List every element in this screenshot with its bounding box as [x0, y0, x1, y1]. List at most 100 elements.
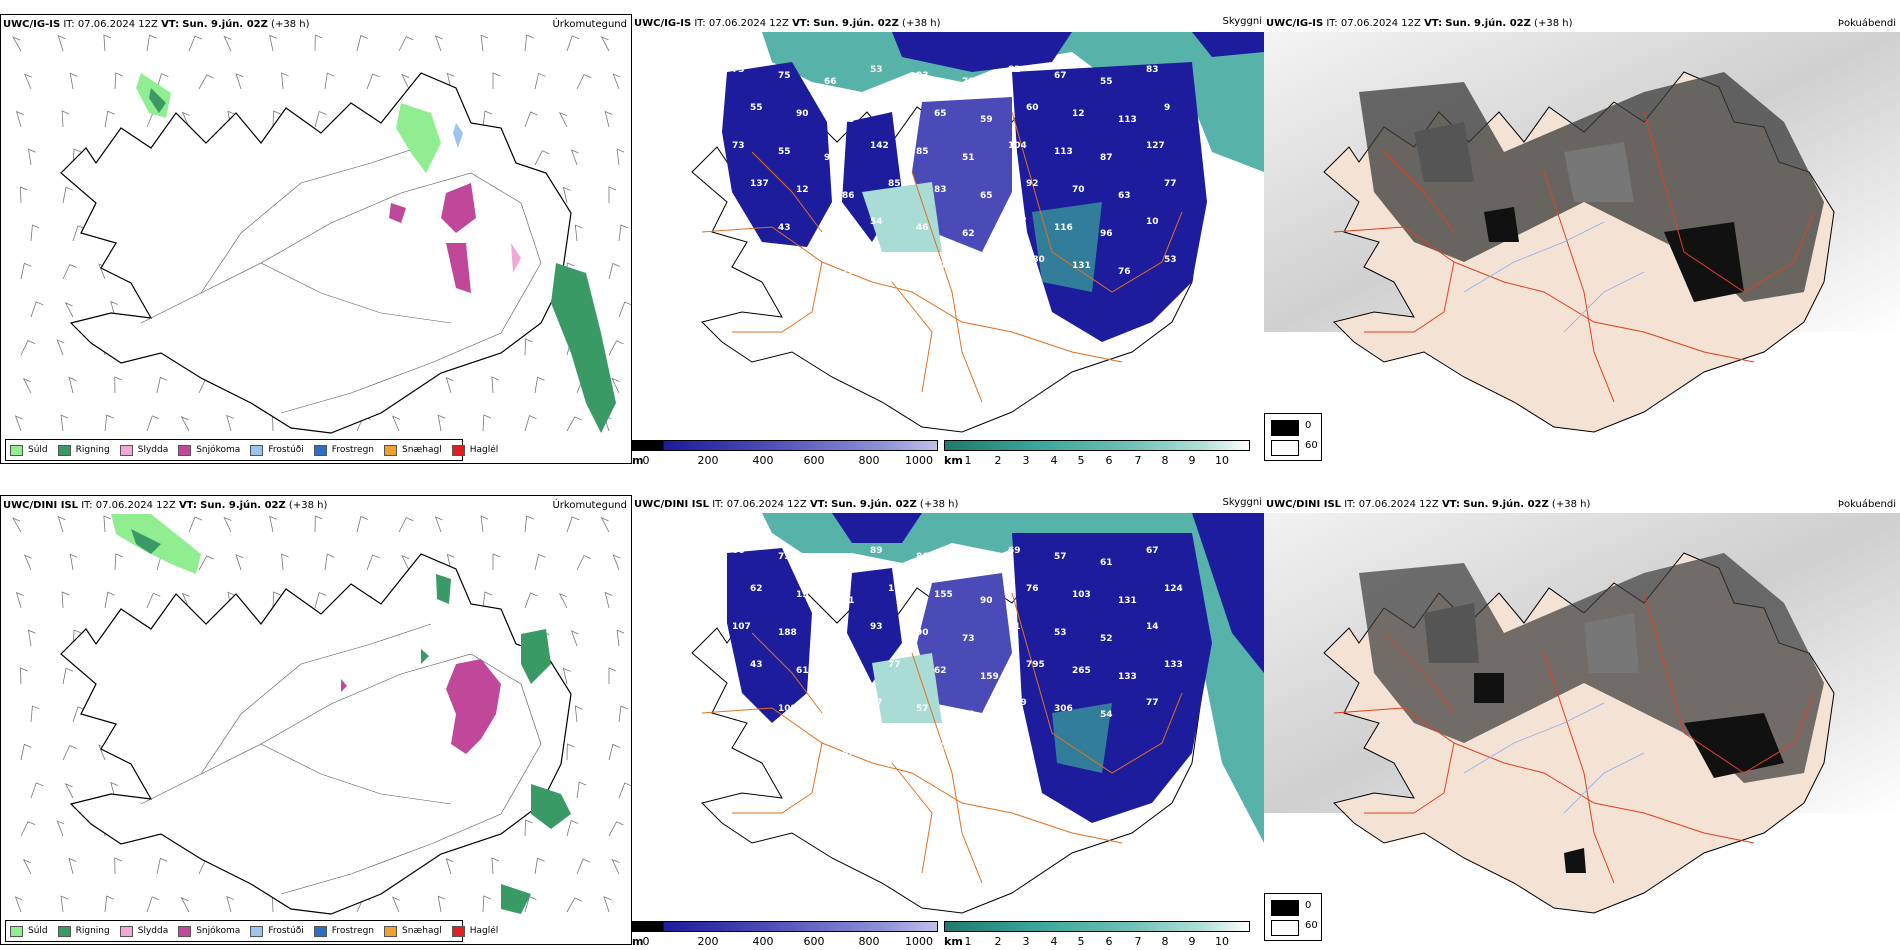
cloud-base-label: 87 [870, 698, 883, 708]
precip-map [12, 34, 631, 434]
roads [140, 142, 542, 414]
precip-legend: Súld Rigning Slydda Snjókoma Frostúði Fr… [5, 439, 498, 461]
legend-item-haglel: Haglél [451, 925, 498, 937]
cloud-base-label: 179 [934, 261, 953, 271]
cloud-base-label: 67 [1146, 546, 1159, 556]
precip-areas [111, 514, 571, 914]
cloud-base-label: 75 [778, 71, 791, 81]
cloud-base-label: 86 [842, 191, 855, 201]
cloud-base-label: 61 [1100, 558, 1113, 568]
legend-item-snjokoma: Snjókoma [178, 444, 240, 456]
cloud-base-label: 62 [750, 584, 763, 594]
cloud-base-label: 127 [1146, 141, 1165, 151]
panel-title: Úrkomutegund [552, 19, 627, 30]
cloud-base-label: 113 [1118, 115, 1137, 125]
panel-title: Skyggni [1222, 16, 1262, 27]
cloud-base-label: 103 [1072, 590, 1091, 600]
cloud-base-label: 53 [1054, 628, 1067, 638]
swatch [451, 444, 465, 456]
cloud-base-label: 67 [1054, 71, 1067, 81]
cloud-base-label: 83 [1146, 65, 1159, 75]
swatch [57, 444, 71, 456]
cloud-base-label: 51 [962, 153, 975, 163]
cloud-base-label: 107 [732, 622, 751, 632]
cloud-base-label: 280 [1026, 255, 1045, 265]
legend-item-frostregn: Frostregn [313, 444, 374, 456]
roads [701, 592, 1183, 884]
cloud-base-label: 85 [916, 147, 929, 157]
cloud-base-label: 57 [916, 704, 929, 714]
panel-header: UWC/IG-IS IT: 07.06.2024 12Z VT: Sun. 9.… [634, 18, 941, 29]
cloud-base-label: 56 [888, 103, 901, 113]
cloud-base-label: 73 [732, 217, 745, 227]
fog-swatch-dark [1271, 420, 1299, 436]
cloud-base-label: 155 [934, 590, 953, 600]
cloud-base-label: 306 [1054, 704, 1073, 714]
fog-map [1264, 32, 1900, 433]
fog-swatch-light [1271, 920, 1299, 936]
cloud-base-label: 63 [1118, 191, 1131, 201]
cloud-base-label: 66 [732, 546, 745, 556]
cloud-base-label: 265 [1072, 666, 1091, 676]
cloud-base-label: 90 [796, 109, 809, 119]
legend-item-snjokoma: Snjókoma [178, 925, 240, 937]
cloud-base-label: 222 [888, 255, 907, 265]
fog-panel-top: UWC/IG-IS IT: 07.06.2024 12Z VT: Sun. 9.… [1264, 14, 1900, 464]
swatch [178, 444, 192, 456]
panel-header: UWC/IG-IS IT: 07.06.2024 12Z VT: Sun. 9.… [1266, 18, 1573, 29]
cloud-base-label: 117 [1008, 217, 1027, 227]
cloud-base-label: 378 [750, 736, 769, 746]
legend-item-frostudi: Frostúði [250, 444, 304, 456]
precip-areas [136, 73, 616, 433]
cloud-base-label: 55 [778, 147, 791, 157]
swatch [178, 925, 192, 937]
cloud-base-label: 66 [824, 77, 837, 87]
cloud-base-label: 102 [934, 742, 953, 752]
swatch [10, 925, 23, 937]
cloud-base-label: 78 [824, 710, 837, 720]
cloud-base-label: 83 [934, 185, 947, 195]
precip-legend: Súld Rigning Slydda Snjókoma Frostúði Fr… [5, 920, 498, 942]
low-cloud-areas [722, 62, 1207, 342]
visibility-map: 73 75 66 53 83 79 82 67 55 83 55 90 95 56 65 59 60 12 113 9… [632, 32, 1264, 447]
cloud-base-label: 193 [980, 267, 999, 277]
legend-item-frostudi: Frostúði [250, 925, 304, 937]
cloud-base-label: 70 [1072, 185, 1085, 195]
precip-map [12, 514, 631, 915]
cloud-base-label: 131 [1072, 261, 1091, 271]
cloud-base-label: 73 [732, 65, 745, 75]
legend-item-snaehagl: Snæhagl [384, 925, 442, 937]
cloud-base-label: 95 [842, 115, 855, 125]
cloud-base-label: 85 [888, 179, 901, 189]
cloud-base-label: 795 [1026, 660, 1045, 670]
cloud-base-label: 61 [796, 666, 809, 676]
visibility-scale: km 1 2 3 4 5 6 7 8 9 10 [944, 440, 1262, 464]
cloud-base-label: 54 [1100, 710, 1113, 720]
cloud-base-label: 73 [962, 634, 975, 644]
panel-title: Þokuábendi [1837, 18, 1896, 29]
fog-shading [1359, 72, 1824, 302]
cloud-base-label: 188 [778, 628, 797, 638]
cloud-base-label: 77 [1164, 179, 1177, 189]
cloud-base-label: 94 [824, 153, 837, 163]
cloud-base-label: 54 [750, 255, 763, 265]
cloud-base-label: 45 [796, 261, 809, 271]
cloud-base-scale: m 0 200 400 600 800 1000 [632, 440, 942, 464]
cloud-base-label: 79 [962, 77, 975, 87]
cloud-base-label: 79 [842, 267, 855, 277]
cloud-base-label: 59 [842, 672, 855, 682]
cloud-base-label: 62 [934, 666, 947, 676]
fog-legend-bottom: 0 60 [1264, 893, 1322, 941]
cloud-base-label: 84 [962, 558, 975, 568]
cloud-base-label: 55 [824, 229, 837, 239]
cloud-base-label: 90 [916, 628, 929, 638]
cloud-base-label: 534 [888, 736, 907, 746]
legend-item-haglel: Haglél [451, 444, 498, 456]
cloud-base-label: 89 [870, 546, 883, 556]
cloud-base-label: 77 [888, 660, 901, 670]
cloud-base-labels: 73 75 66 53 83 79 82 67 55 83 55 90 95 56 65 59 60 12 113 9… [732, 65, 1177, 277]
cloud-base-label: 53 [1164, 255, 1177, 265]
swatch [384, 925, 398, 937]
cloud-base-label: 60 [1026, 103, 1039, 113]
fog-panel-bottom: UWC/DINI ISL IT: 07.06.2024 12Z VT: Sun.… [1264, 495, 1900, 945]
